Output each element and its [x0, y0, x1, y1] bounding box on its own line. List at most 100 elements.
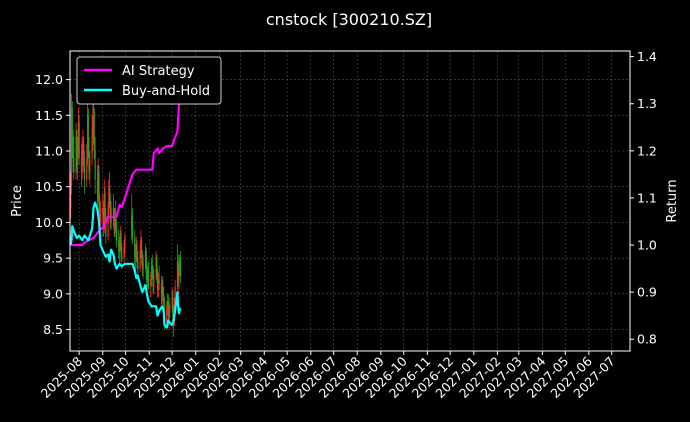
- candle-body: [70, 108, 73, 187]
- candle: [177, 254, 179, 287]
- candle: [142, 254, 144, 280]
- candle: [75, 122, 77, 180]
- candle: [93, 108, 95, 159]
- candle-body: [174, 286, 176, 305]
- candle: [167, 293, 169, 323]
- candle-body: [167, 301, 169, 316]
- series-line-ai-strategy: [70, 84, 182, 247]
- candle-body: [179, 258, 181, 273]
- candle: [102, 193, 104, 230]
- candle-body: [96, 179, 99, 194]
- candle: [104, 186, 106, 223]
- candle: [80, 143, 83, 187]
- candle-body: [77, 151, 79, 166]
- candle-body: [155, 258, 157, 276]
- candle: [78, 115, 80, 166]
- candle-body: [109, 186, 111, 201]
- series-line-buy-and-hold: [69, 201, 182, 329]
- candle: [94, 136, 96, 194]
- candle-body: [146, 272, 148, 284]
- candle-body: [99, 215, 102, 223]
- candle-body: [178, 272, 180, 280]
- candle-body: [99, 208, 101, 223]
- candle-body: [166, 308, 168, 323]
- candle-body: [137, 261, 139, 269]
- candle: [178, 265, 180, 294]
- y-tick-label-right: 0.9: [637, 285, 657, 300]
- candle: [83, 151, 86, 194]
- candle-body: [124, 236, 126, 248]
- candle: [160, 276, 163, 305]
- legend-box: [76, 56, 222, 105]
- candle: [91, 115, 93, 166]
- candle-body: [134, 251, 137, 259]
- candle-body: [145, 251, 147, 273]
- candle: [72, 129, 74, 173]
- candle-body: [144, 251, 147, 262]
- candle: [108, 179, 110, 216]
- candle-body: [142, 261, 144, 269]
- candle-body: [150, 265, 153, 280]
- candle-body: [94, 151, 96, 180]
- y-axis-label-right: Return: [665, 179, 680, 222]
- candle: [97, 158, 99, 201]
- candle: [156, 254, 158, 284]
- candle-body: [161, 286, 163, 298]
- candle: [109, 172, 111, 209]
- candle: [120, 229, 122, 262]
- candle-body: [76, 136, 78, 166]
- candle: [134, 243, 137, 273]
- candle: [166, 301, 168, 326]
- candle: [98, 165, 100, 223]
- candle-body: [120, 233, 122, 255]
- candle-body: [141, 258, 143, 269]
- candle-body: [162, 286, 164, 294]
- candle-body: [83, 143, 85, 166]
- candle: [73, 136, 75, 180]
- candle: [89, 151, 91, 187]
- candle: [140, 229, 142, 259]
- candle: [157, 268, 159, 298]
- candle-body: [118, 243, 121, 251]
- legend-label-ai-strategy: AI Strategy: [122, 64, 195, 79]
- candle: [131, 193, 133, 241]
- candle: [96, 165, 99, 209]
- candle-body: [107, 208, 109, 237]
- candle: [113, 208, 115, 237]
- candle: [77, 136, 79, 180]
- candle-body: [86, 158, 88, 180]
- legend: AI Strategy Buy-and-Hold: [76, 56, 222, 105]
- candle-body: [72, 151, 74, 159]
- legend-label-buy-and-hold: Buy-and-Hold: [122, 84, 210, 99]
- candle: [161, 279, 163, 305]
- candle-body: [156, 258, 158, 280]
- y-tick-label-right: 1.0: [637, 238, 657, 253]
- candle: [86, 93, 89, 166]
- candle-body: [110, 208, 112, 223]
- candle: [168, 304, 170, 330]
- candle-body: [86, 115, 89, 159]
- candle: [118, 229, 120, 259]
- candle: [171, 286, 173, 312]
- candle-body: [171, 297, 173, 305]
- candle-body: [160, 283, 163, 298]
- candle-body: [102, 208, 104, 216]
- y-axis-label-left: Price: [10, 185, 25, 217]
- candle-body: [118, 240, 120, 251]
- candle: [118, 236, 121, 266]
- candle: [179, 251, 182, 284]
- candle: [150, 258, 153, 287]
- candle-body: [112, 208, 115, 216]
- candle-body: [87, 115, 89, 151]
- candle-body: [172, 297, 174, 316]
- candle-body: [168, 311, 170, 316]
- candle-body: [141, 240, 143, 259]
- candle: [158, 265, 160, 291]
- candle-body: [176, 261, 179, 287]
- candle-body: [83, 165, 86, 180]
- candle-body: [92, 115, 94, 130]
- candle: [83, 136, 85, 173]
- candle: [107, 201, 109, 241]
- candle-body: [78, 122, 80, 159]
- candle: [157, 272, 159, 298]
